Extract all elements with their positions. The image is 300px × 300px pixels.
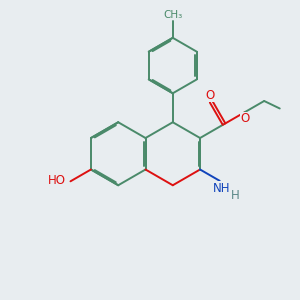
- Text: CH₃: CH₃: [163, 10, 182, 20]
- Text: H: H: [231, 189, 240, 202]
- Text: O: O: [241, 112, 250, 125]
- Text: NH: NH: [213, 182, 231, 195]
- Text: HO: HO: [48, 174, 66, 187]
- Text: O: O: [205, 89, 214, 102]
